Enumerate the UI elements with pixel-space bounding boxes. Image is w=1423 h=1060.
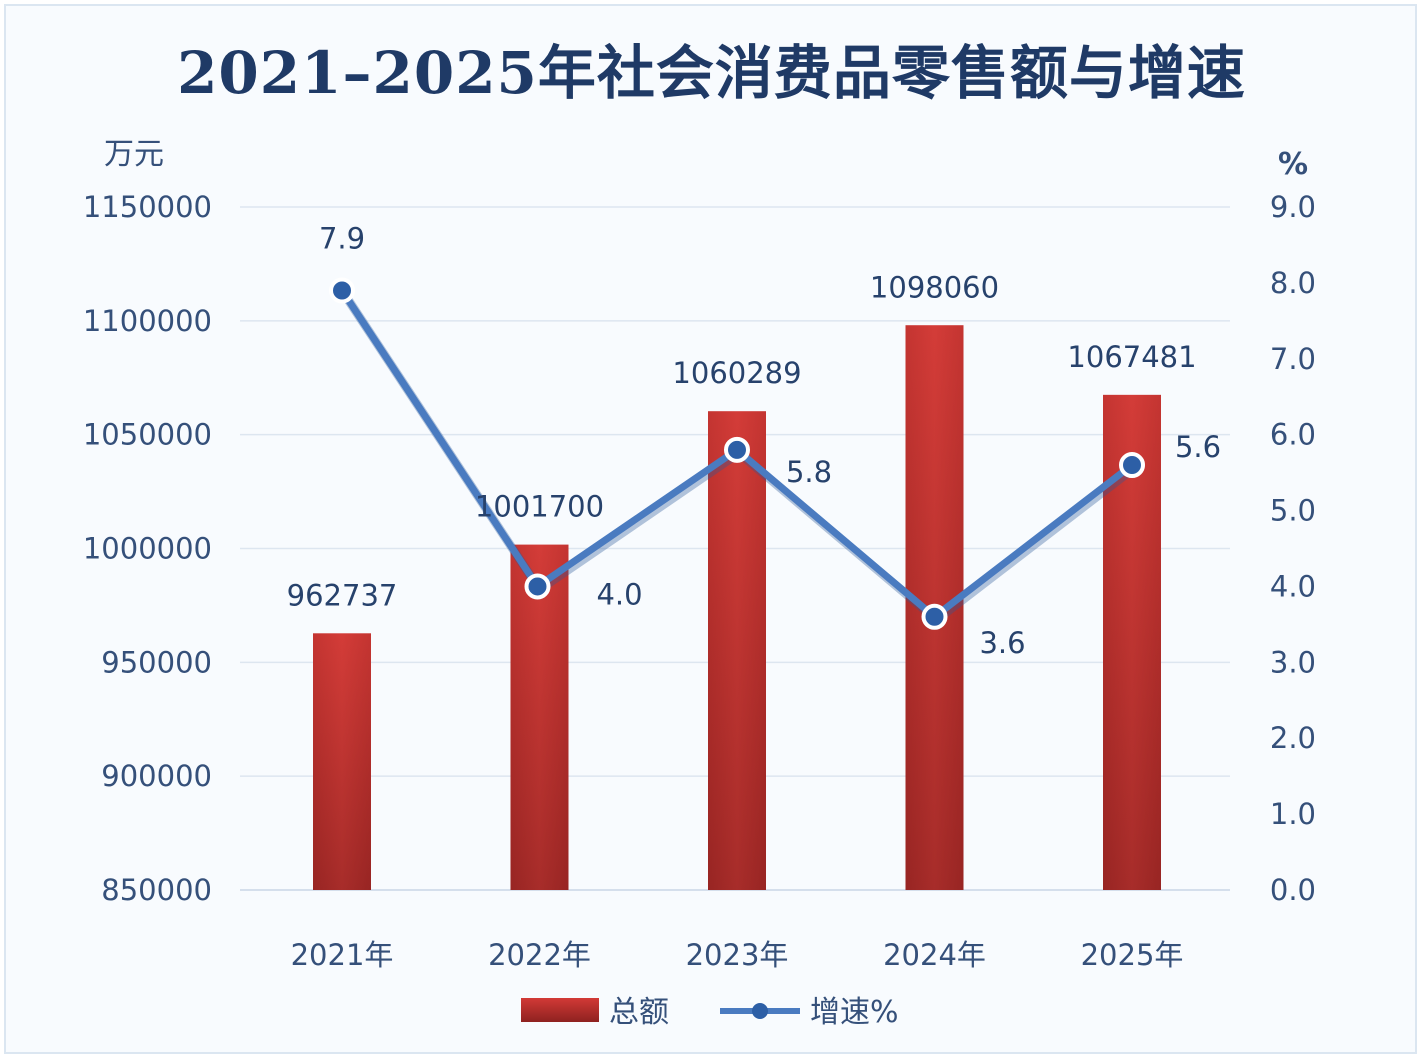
left-tick-label: 1150000	[83, 190, 212, 224]
left-tick-label: 900000	[101, 759, 212, 793]
bar-shading	[313, 633, 371, 890]
right-tick-label: 3.0	[1270, 645, 1316, 679]
x-tick-label: 2023年	[686, 938, 789, 972]
growth-value-label: 4.0	[596, 577, 642, 611]
growth-value-label: 5.8	[786, 455, 832, 489]
bar-value-label: 1001700	[475, 490, 604, 524]
growth-point	[724, 436, 750, 463]
bar-value-label: 962737	[287, 578, 398, 612]
right-tick-label: 1.0	[1270, 797, 1316, 831]
right-tick-label: 0.0	[1270, 873, 1316, 907]
growth-point	[524, 573, 551, 600]
growth-value-label: 5.6	[1175, 430, 1221, 464]
right-tick-label: 6.0	[1270, 418, 1316, 452]
bar-value-label: 1098060	[870, 270, 999, 304]
right-tick-label: 7.0	[1270, 342, 1316, 376]
growth-point	[921, 603, 948, 630]
growth-value-label: 7.9	[319, 221, 365, 255]
left-tick-label: 1000000	[83, 532, 212, 566]
x-tick-label: 2021年	[291, 938, 394, 972]
bar-value-label: 1060289	[672, 356, 801, 390]
bar-value-label: 1067481	[1067, 340, 1196, 374]
left-axis-unit: 万元	[104, 137, 164, 172]
right-tick-label: 8.0	[1270, 266, 1316, 300]
x-tick-label: 2025年	[1081, 938, 1184, 972]
growth-value-label: 3.6	[979, 626, 1025, 660]
growth-point	[1119, 452, 1145, 479]
growth-point	[329, 277, 355, 304]
legend-bar-swatch	[521, 998, 599, 1022]
left-tick-label: 950000	[101, 645, 212, 679]
left-tick-label: 1100000	[83, 304, 212, 338]
right-tick-label: 9.0	[1270, 190, 1316, 224]
x-tick-label: 2022年	[488, 938, 591, 972]
right-tick-label: 5.0	[1270, 494, 1316, 528]
bar-shading	[510, 544, 569, 890]
legend-bar-label: 总额	[609, 995, 669, 1030]
legend-line-marker	[752, 1003, 768, 1019]
chart-title: 2021–2025年社会消费品零售额与增速	[177, 39, 1246, 107]
bar-shading	[708, 411, 766, 890]
right-tick-label: 2.0	[1270, 721, 1316, 755]
x-tick-label: 2024年	[883, 938, 986, 972]
legend-line-label: 增速%	[810, 995, 899, 1030]
left-tick-label: 1050000	[83, 418, 212, 452]
left-tick-label: 850000	[101, 873, 212, 907]
right-axis-unit: %	[1278, 147, 1308, 182]
right-tick-label: 4.0	[1270, 569, 1316, 603]
